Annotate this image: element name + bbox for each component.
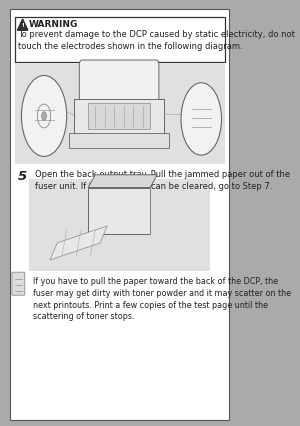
FancyBboxPatch shape bbox=[69, 133, 169, 148]
FancyBboxPatch shape bbox=[88, 187, 150, 234]
Text: 5: 5 bbox=[18, 170, 27, 184]
Text: To prevent damage to the DCP caused by static electricity, do not
touch the elec: To prevent damage to the DCP caused by s… bbox=[18, 30, 295, 51]
Bar bbox=[16, 64, 225, 164]
Text: Open the back output tray. Pull the jammed paper out of the
fuser unit. If the p: Open the back output tray. Pull the jamm… bbox=[34, 170, 290, 191]
Polygon shape bbox=[50, 226, 107, 260]
Text: WARNING: WARNING bbox=[28, 20, 78, 29]
Circle shape bbox=[21, 75, 67, 156]
FancyBboxPatch shape bbox=[88, 104, 150, 129]
Circle shape bbox=[181, 83, 221, 155]
Polygon shape bbox=[88, 175, 157, 187]
Circle shape bbox=[42, 112, 46, 120]
FancyBboxPatch shape bbox=[79, 60, 159, 109]
Text: If you have to pull the paper toward the back of the DCP, the
fuser may get dirt: If you have to pull the paper toward the… bbox=[33, 277, 292, 321]
FancyBboxPatch shape bbox=[12, 272, 25, 295]
Text: !: ! bbox=[21, 23, 24, 28]
Bar bbox=[28, 179, 210, 271]
Polygon shape bbox=[17, 19, 28, 30]
FancyBboxPatch shape bbox=[74, 99, 164, 135]
FancyBboxPatch shape bbox=[16, 17, 225, 62]
FancyBboxPatch shape bbox=[10, 9, 229, 420]
